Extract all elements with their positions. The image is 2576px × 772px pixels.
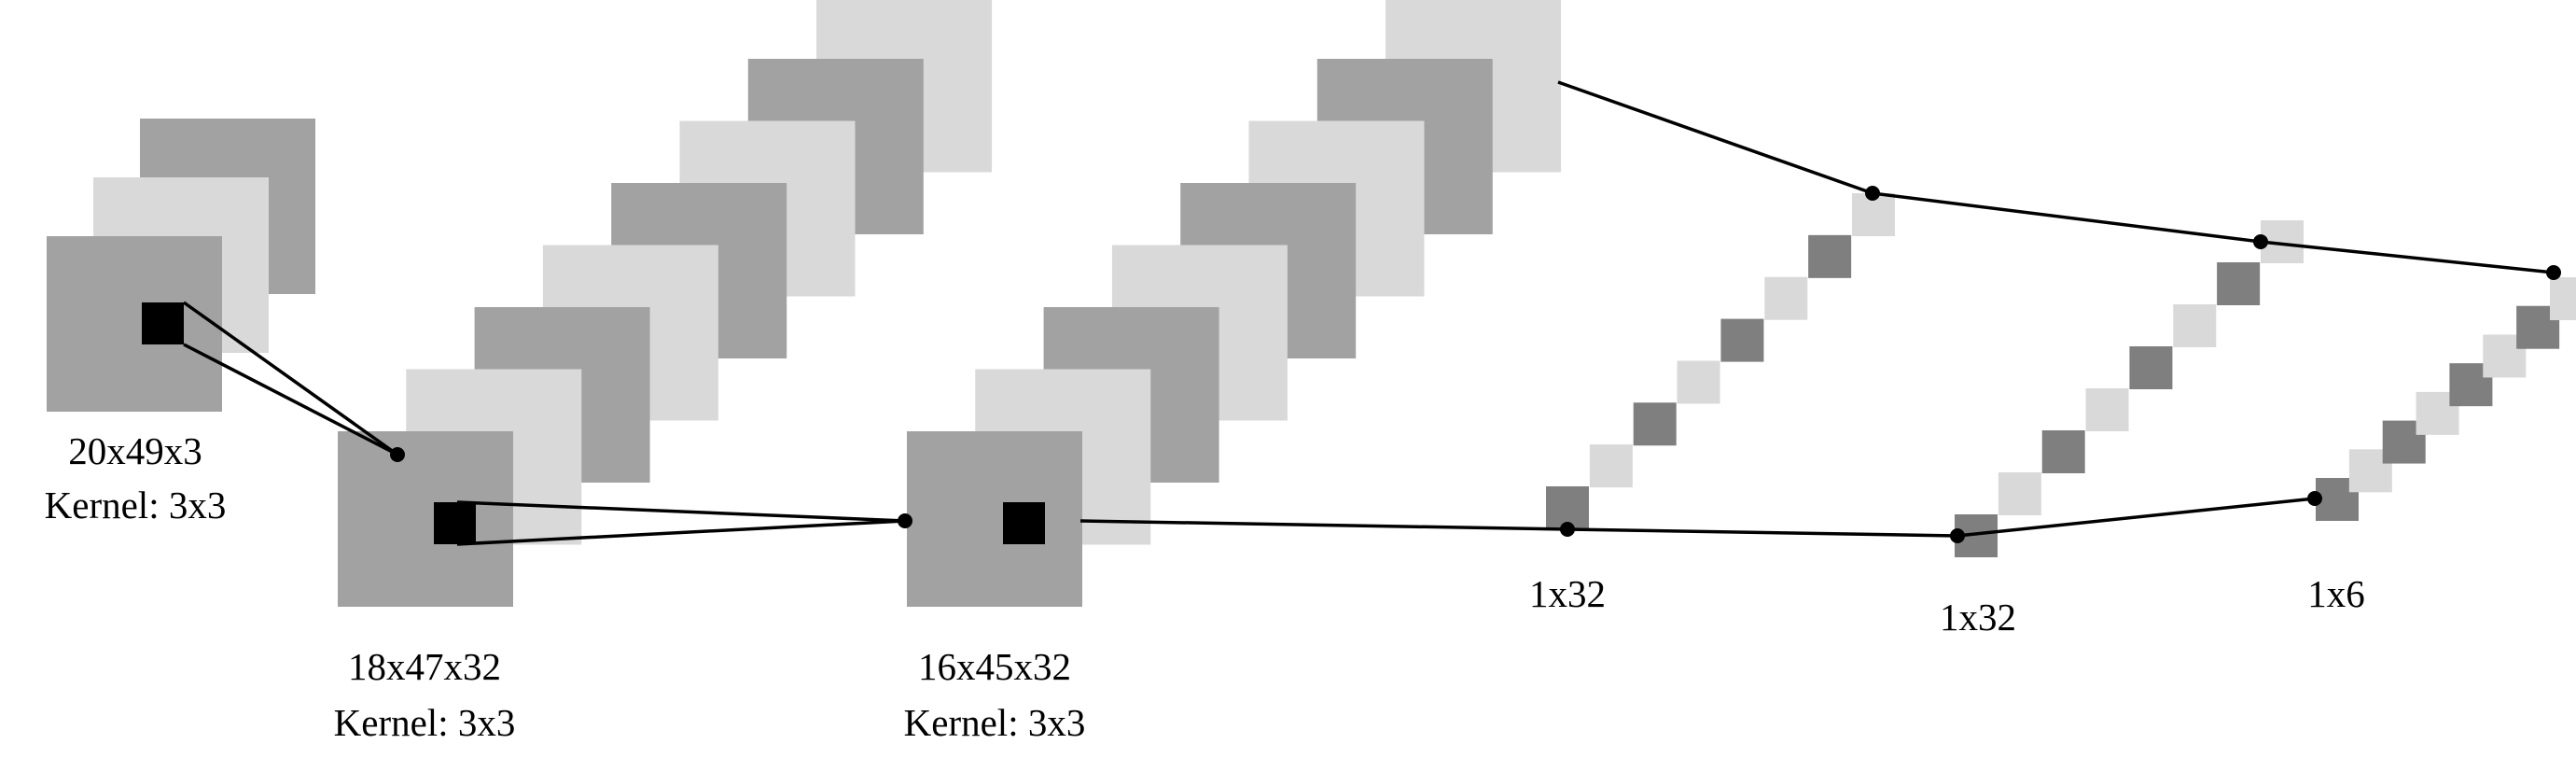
dense2-cell-7 bbox=[2217, 262, 2261, 305]
conv1-shape-label: 18x47x32 bbox=[348, 645, 501, 688]
dense1-to-dense2-bottom bbox=[1566, 527, 1958, 538]
input-feature-map-1 bbox=[47, 236, 222, 412]
conv2-feature-map-1 bbox=[907, 431, 1082, 607]
input-shape-label: 20x49x3 bbox=[68, 429, 202, 472]
dense1-cell-3 bbox=[1633, 402, 1677, 446]
dense1-cell-7 bbox=[1808, 234, 1852, 278]
conv2-to-dense1-top bbox=[1557, 80, 1873, 195]
conv2-shape-label: 16x45x32 bbox=[918, 645, 1071, 688]
output-top-node bbox=[2546, 265, 2561, 280]
conv2-input-node bbox=[898, 513, 912, 528]
output-bottom-node bbox=[2307, 491, 2322, 506]
dense2-top-node bbox=[2253, 234, 2268, 249]
dense2-to-output-bottom bbox=[1956, 497, 2316, 538]
dense1-cell-2 bbox=[1589, 444, 1633, 488]
dense1-cell-5 bbox=[1720, 318, 1764, 362]
dense2-cell-2 bbox=[1998, 472, 2041, 515]
dense1-cell-4 bbox=[1677, 360, 1720, 404]
input-kernel-to-conv1-bottom bbox=[183, 343, 398, 456]
dense2-bottom-node bbox=[1950, 528, 1965, 543]
conv2-to-dense1-bottom bbox=[1079, 519, 1568, 531]
feature-map-stacks bbox=[47, 0, 1562, 607]
conv1-kernel-to-conv2-top bbox=[456, 500, 906, 523]
dense1-shape-label: 1x32 bbox=[1529, 572, 1606, 615]
conv1-kernel-to-conv2-bottom bbox=[456, 519, 906, 546]
connection-nodes bbox=[390, 186, 2561, 543]
dense2-cell-3 bbox=[2041, 430, 2085, 473]
input-kernel-label: Kernel: 3x3 bbox=[45, 484, 227, 526]
conv2-kernel-label: Kernel: 3x3 bbox=[904, 701, 1086, 744]
conv1-kernel-label: Kernel: 3x3 bbox=[334, 701, 516, 744]
conv1-input-node bbox=[390, 447, 405, 462]
dense2-to-output-top bbox=[2260, 240, 2555, 274]
dense2-cell-6 bbox=[2173, 304, 2217, 347]
dense1-cell-6 bbox=[1764, 276, 1808, 320]
conv1-kernel-window bbox=[434, 502, 476, 544]
kernel-windows bbox=[142, 302, 1045, 544]
conv1-feature-map-1 bbox=[338, 431, 513, 607]
output-cell-8 bbox=[2550, 277, 2576, 320]
dense-layer-cells bbox=[1546, 193, 2576, 557]
conv2-kernel-window bbox=[1003, 502, 1045, 544]
dense2-cell-4 bbox=[2085, 388, 2129, 431]
output-shape-label: 1x6 bbox=[2307, 572, 2365, 615]
connection-lines bbox=[182, 80, 2555, 546]
dense1-top-node bbox=[1865, 186, 1880, 201]
dense1-bottom-node bbox=[1560, 522, 1575, 537]
input-kernel-window bbox=[142, 302, 184, 344]
dense2-cell-5 bbox=[2129, 346, 2173, 389]
dense2-shape-label: 1x32 bbox=[1940, 596, 2016, 639]
dense1-to-dense2-top bbox=[1872, 191, 2262, 244]
input-kernel-to-conv1-top bbox=[182, 301, 399, 456]
